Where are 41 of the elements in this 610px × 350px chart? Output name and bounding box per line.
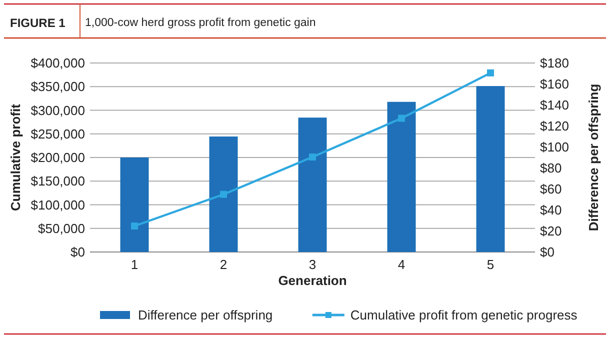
y-tick-label: $250,000 [30,126,85,142]
legend-label: Cumulative profit from genetic progress [350,308,578,323]
y2-tick-label: $140 [540,98,569,113]
y2-tick-label: $20 [540,224,562,239]
point [487,69,494,76]
y-tick-label: $0 [70,244,85,260]
bar [120,158,149,252]
x-tick-label: 4 [398,257,406,272]
y-tick-label: $150,000 [30,174,85,189]
y2-tick-label: $0 [540,244,554,260]
bar [298,118,327,252]
chart-title: 1,000-cow herd gross profit from genetic gain [85,17,316,29]
y2-tick-label: $100 [540,140,569,155]
point [309,154,316,161]
y2-tick-label: $120 [540,118,569,134]
y-tick-label: $300,000 [30,102,85,118]
y2-tick-label: $60 [540,182,562,197]
y-axis-title: Cumulative profit [8,103,23,211]
x-tick-label: 3 [308,257,316,272]
y2-axis-title: Difference per offspring [586,84,601,232]
bar [387,102,416,252]
point [131,222,138,230]
y2-tick-label: $180 [540,56,569,71]
point [220,190,227,198]
y-tick-label: $350,000 [30,79,85,94]
y-tick-label: $100,000 [30,197,85,212]
x-axis-title: Generation [278,273,347,288]
y2-tick-label: $40 [540,202,562,218]
y2-tick-label: $160 [540,76,569,92]
y-tick-label: $50,000 [38,220,85,236]
y2-tick-label: $80 [540,160,562,176]
x-tick-label: 1 [130,257,138,272]
x-tick-label: 2 [220,257,228,272]
chart-subtitle: FIGURE 1 [10,16,66,30]
legend-label: Difference per offspring [138,308,273,323]
bar [209,136,238,252]
x-tick-label: 5 [486,257,494,272]
bar [476,86,505,252]
y-tick-label: $200,000 [30,150,85,166]
point [398,114,405,122]
y-tick-label: $400,000 [30,56,85,71]
